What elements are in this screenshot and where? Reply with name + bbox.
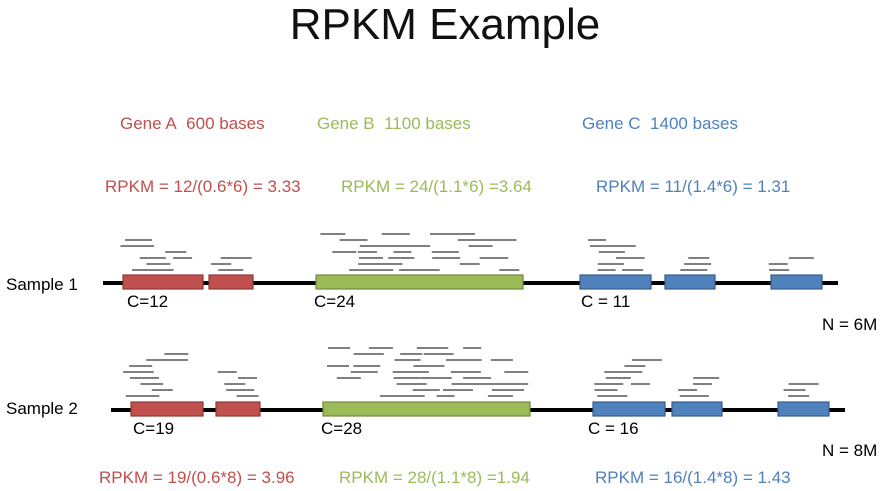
sample2-count-gene-a: C=19 [133,419,175,438]
sample1-gene-c-exon-2 [664,274,716,290]
page-title: RPKM Example [289,0,601,49]
sample2-gene-b-exon [322,401,531,417]
sample1-gene-c-exon-1 [579,274,652,290]
sample1-gene-a-exon-1 [122,274,204,290]
rpkm-s1-gene-c: RPKM = 11/(1.4*6) = 1.31 [596,177,791,196]
gene-c-name: Gene C [582,114,641,133]
gene-b-bases: 1100 bases [384,114,471,133]
gene-c-header: Gene C 1400 bases [582,113,738,135]
sample1-count-gene-c: C = 11 [581,292,631,311]
sample2-gene-c-exon-1 [592,401,666,417]
sample2-gene-a-exon-2 [215,401,261,417]
rpkm-s2-gene-b: RPKM = 28/(1.1*8) =1.94 [339,468,530,487]
gene-a-name: Gene A [120,114,177,133]
sample2-gene-c-exon-3 [777,401,830,417]
rpkm-s1-gene-a: RPKM = 12/(0.6*6) = 3.33 [105,177,301,196]
sample1-label: Sample 1 [6,275,78,294]
gene-b-name: Gene B [317,114,375,133]
sample2-count-gene-c: C = 16 [588,419,639,438]
sample2-gene-c-exon-2 [671,401,723,417]
sample1-count-gene-a: C=12 [127,292,169,311]
sample2-label: Sample 2 [6,399,78,418]
gene-c-bases: 1400 bases [650,114,738,133]
reads-group [120,233,819,397]
rpkm-s2-gene-c: RPKM = 16/(1.4*8) = 1.43 [595,468,791,487]
rpkm-s2-gene-a: RPKM = 19/(0.6*8) = 3.96 [99,468,295,487]
rpkm-s1-gene-b: RPKM = 24/(1.1*6) =3.64 [341,177,532,196]
gene-b-header: Gene B 1100 bases [317,113,471,135]
sample1-gene-c-exon-3 [770,274,823,290]
sample2-total-reads: N = 8M [822,441,878,460]
sample1-gene-b-exon [315,274,524,290]
gene-a-header: Gene A 600 bases [120,113,265,135]
gene-a-bases: 600 bases [186,114,265,133]
sample1-count-gene-b: C=24 [314,292,356,311]
sample1-total-reads: N = 6M [822,315,878,334]
sample2-gene-a-exon-1 [130,401,204,417]
sample1-gene-a-exon-2 [208,274,254,290]
sample2-count-gene-b: C=28 [321,419,363,438]
